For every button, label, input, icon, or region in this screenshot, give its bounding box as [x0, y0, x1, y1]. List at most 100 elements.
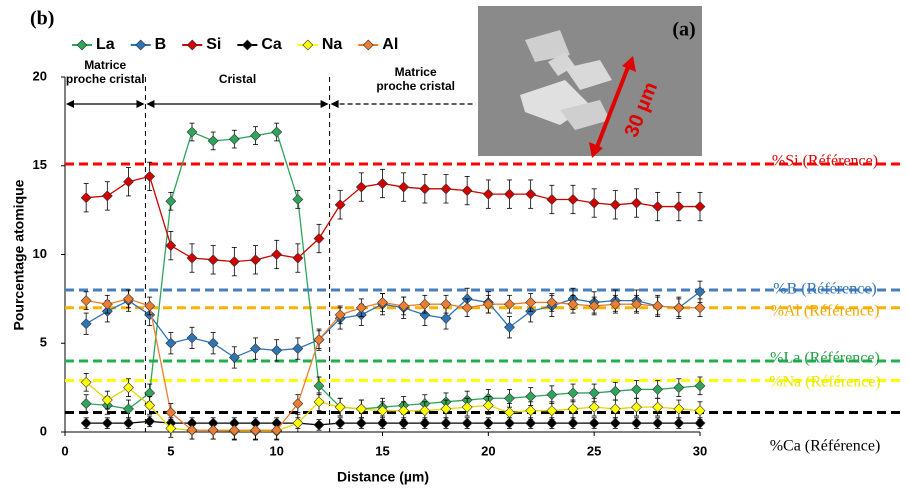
inset-image: 30 µm (a) [478, 6, 702, 158]
data-point [165, 423, 177, 434]
region-label: Matrice [84, 58, 126, 72]
data-point [546, 297, 558, 308]
series [80, 122, 706, 419]
reference-label: %Al (Référence) [771, 303, 880, 320]
data-point [377, 405, 388, 417]
region-label: Matrice [395, 65, 437, 79]
data-point [334, 417, 346, 429]
data-point [101, 394, 113, 406]
series-line [86, 131, 701, 410]
data-point [313, 380, 325, 392]
inset-label: (a) [672, 19, 695, 41]
series-line [86, 420, 700, 426]
arrow-head [320, 100, 329, 108]
data-point [207, 135, 219, 147]
data-point [334, 309, 346, 321]
data-point [419, 298, 431, 310]
y-tick-label: 15 [33, 157, 47, 172]
crystal [525, 30, 570, 62]
data-point [652, 401, 664, 413]
data-point [588, 197, 600, 209]
data-point [546, 194, 558, 205]
arrow-head [330, 100, 339, 108]
reference-label: %B (Référence) [773, 281, 877, 298]
data-point [694, 201, 706, 212]
data-point [588, 417, 600, 429]
data-point [440, 403, 452, 415]
data-point [186, 424, 198, 436]
legend-marker [302, 39, 314, 51]
series-line [85, 291, 701, 359]
data-point [377, 297, 388, 308]
data-point [694, 405, 706, 417]
data-point [271, 249, 283, 260]
data-point [80, 295, 92, 307]
data-point [546, 389, 558, 401]
data-point [80, 398, 92, 410]
data-point [313, 419, 325, 431]
data-point [673, 302, 685, 314]
data-point [355, 181, 367, 193]
data-point [440, 183, 452, 195]
data-point [207, 337, 219, 349]
data-point [123, 176, 134, 188]
data-point [250, 130, 261, 141]
data-point [588, 401, 600, 413]
data-point [567, 387, 579, 399]
data-point [546, 417, 558, 429]
data-point [461, 185, 473, 197]
data-point [144, 415, 156, 427]
data-point [504, 407, 515, 418]
data-point [673, 201, 685, 212]
data-point [334, 401, 346, 413]
legend-label: Na [322, 36, 343, 53]
data-point [377, 417, 388, 429]
x-tick-label: 10 [269, 443, 283, 458]
data-point [355, 403, 367, 415]
arrow-head [146, 100, 155, 108]
data-point [588, 300, 600, 312]
data-point [250, 343, 261, 354]
data-point [482, 399, 494, 411]
data-point [440, 417, 452, 429]
data-point [165, 195, 177, 207]
data-point [673, 417, 685, 429]
series [80, 280, 706, 369]
data-point [334, 199, 346, 211]
reference-label: %Ca (Référence) [770, 438, 881, 455]
data-point [504, 188, 515, 200]
data-point [144, 170, 156, 182]
arrow-head [622, 56, 636, 72]
data-point [609, 385, 621, 397]
legend-marker [241, 39, 253, 51]
crystal [560, 100, 610, 130]
reference-label: %La (Référence) [770, 350, 880, 367]
data-point [292, 194, 304, 205]
data-point [504, 392, 515, 404]
data-point [101, 417, 113, 429]
data-point [228, 133, 240, 145]
data-point [123, 403, 134, 415]
data-point [609, 199, 621, 211]
data-point [525, 391, 537, 402]
data-point [461, 417, 473, 429]
y-tick-label: 5 [40, 335, 47, 350]
data-point [694, 286, 706, 298]
data-point [207, 424, 219, 436]
x-tick-label: 0 [61, 443, 68, 458]
x-tick-label: 15 [375, 443, 389, 458]
data-point [504, 298, 515, 310]
y-tick-label: 20 [33, 68, 47, 83]
data-point [567, 417, 579, 429]
data-point [525, 188, 537, 200]
series [80, 161, 706, 277]
data-point [207, 254, 219, 266]
data-point [165, 240, 177, 252]
data-point [609, 403, 621, 415]
legend-marker [76, 39, 88, 51]
data-point [652, 383, 664, 395]
data-point [673, 403, 685, 415]
crystal [565, 60, 612, 90]
data-point [186, 252, 198, 264]
